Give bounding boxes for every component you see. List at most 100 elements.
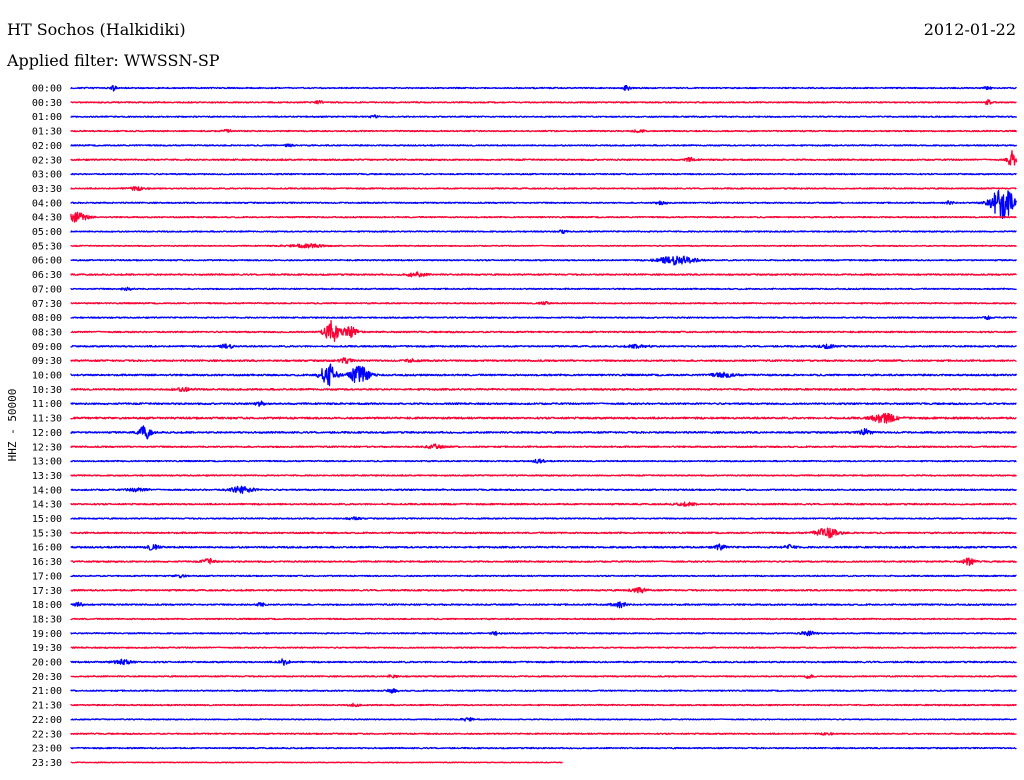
trace-line xyxy=(70,98,1017,106)
time-label: 06:00 xyxy=(32,256,62,267)
time-label: 20:00 xyxy=(32,658,62,669)
trace-line xyxy=(70,443,1018,450)
time-label: 09:00 xyxy=(32,342,62,353)
time-label: 10:30 xyxy=(32,385,62,396)
trace-line xyxy=(70,458,1017,464)
trace-line xyxy=(70,343,1017,350)
record-date: 2012-01-22 xyxy=(923,20,1016,39)
trace-line xyxy=(70,400,1017,407)
trace-line xyxy=(70,255,1018,266)
trace-line xyxy=(70,474,1017,477)
time-label: 21:30 xyxy=(32,701,62,712)
time-label: 10:00 xyxy=(32,371,62,382)
trace-line xyxy=(70,185,1017,192)
time-label: 18:30 xyxy=(32,614,62,625)
time-label: 00:30 xyxy=(32,98,62,109)
time-label: 23:30 xyxy=(32,758,62,769)
time-label: 08:00 xyxy=(32,313,62,324)
trace-line xyxy=(70,646,1017,649)
time-label: 11:00 xyxy=(32,399,62,410)
time-label: 13:30 xyxy=(32,471,62,482)
time-label-group: 00:00 00:30 01:00 01:30 02:00 02:30 03:00 03:30… xyxy=(32,84,62,769)
trace-line xyxy=(70,617,1017,621)
trace-line xyxy=(70,731,1017,736)
trace-line xyxy=(70,315,1018,321)
time-label: 07:30 xyxy=(32,299,62,310)
trace-line xyxy=(70,425,1017,440)
trace-line xyxy=(70,286,1017,292)
time-label: 05:00 xyxy=(32,227,62,238)
trace-line xyxy=(70,84,1017,92)
time-label: 02:00 xyxy=(32,141,62,152)
time-label: 12:30 xyxy=(32,442,62,453)
time-label: 01:30 xyxy=(32,127,62,138)
time-label: 00:00 xyxy=(32,84,62,95)
trace-line xyxy=(70,574,1017,579)
trace-line xyxy=(70,319,1017,342)
time-label: 06:30 xyxy=(32,270,62,281)
time-label: 12:00 xyxy=(32,428,62,439)
time-label: 05:30 xyxy=(32,241,62,252)
trace-line xyxy=(70,527,1017,539)
trace-line xyxy=(70,658,1017,666)
trace-line xyxy=(70,357,1017,365)
time-label: 19:00 xyxy=(32,629,62,640)
trace-line xyxy=(70,271,1017,278)
trace-line xyxy=(70,543,1018,551)
trace-line xyxy=(70,516,1018,521)
trace-line xyxy=(70,761,563,764)
trace-line xyxy=(70,412,1017,424)
trace-line xyxy=(70,601,1017,609)
trace-group xyxy=(70,84,1018,764)
filter-name: WWSSN-SP xyxy=(123,51,220,70)
trace-line xyxy=(70,485,1017,494)
time-label: 20:30 xyxy=(32,672,62,683)
time-label: 22:00 xyxy=(32,715,62,726)
trace-line xyxy=(70,386,1018,393)
time-label: 02:30 xyxy=(32,155,62,166)
time-label: 15:00 xyxy=(32,514,62,525)
trace-line xyxy=(70,189,1018,219)
time-label: 19:30 xyxy=(32,643,62,654)
time-label: 15:30 xyxy=(32,528,62,539)
trace-line xyxy=(70,674,1018,679)
trace-line xyxy=(70,586,1017,594)
channel-label: HHZ - 50000 xyxy=(6,389,19,462)
trace-line xyxy=(70,746,1017,750)
trace-line xyxy=(70,688,1017,694)
time-label: 07:00 xyxy=(32,284,62,295)
trace-line xyxy=(70,557,1018,567)
time-label: 04:00 xyxy=(32,198,62,209)
trace-line xyxy=(70,128,1018,134)
time-label: 14:30 xyxy=(32,500,62,511)
time-label: 18:00 xyxy=(32,600,62,611)
trace-line xyxy=(70,702,1017,708)
filter-line: Applied filter: WWSSN-SP xyxy=(7,52,220,70)
trace-line xyxy=(70,143,1018,148)
time-label: 13:00 xyxy=(32,457,62,468)
trace-line xyxy=(70,211,1017,223)
trace-line xyxy=(70,243,1017,249)
trace-line xyxy=(70,150,1018,166)
trace-line xyxy=(70,630,1017,637)
time-label: 09:30 xyxy=(32,356,62,367)
trace-line xyxy=(70,501,1017,507)
time-label: 21:00 xyxy=(32,686,62,697)
time-label: 17:00 xyxy=(32,571,62,582)
filter-label: Applied filter: xyxy=(7,51,119,70)
trace-line xyxy=(70,114,1018,119)
time-label: 17:30 xyxy=(32,586,62,597)
trace-line xyxy=(70,300,1017,306)
time-label: 01:00 xyxy=(32,112,62,123)
trace-line xyxy=(70,363,1018,387)
time-label: 08:30 xyxy=(32,327,62,338)
time-label: 16:30 xyxy=(32,557,62,568)
station-title: HT Sochos (Halkidiki) xyxy=(7,20,186,39)
time-label: 03:30 xyxy=(32,184,62,195)
time-label: 16:00 xyxy=(32,543,62,554)
time-label: 22:30 xyxy=(32,729,62,740)
time-label: 11:30 xyxy=(32,414,62,425)
time-label: 04:30 xyxy=(32,213,62,224)
time-label: 03:00 xyxy=(32,170,62,181)
